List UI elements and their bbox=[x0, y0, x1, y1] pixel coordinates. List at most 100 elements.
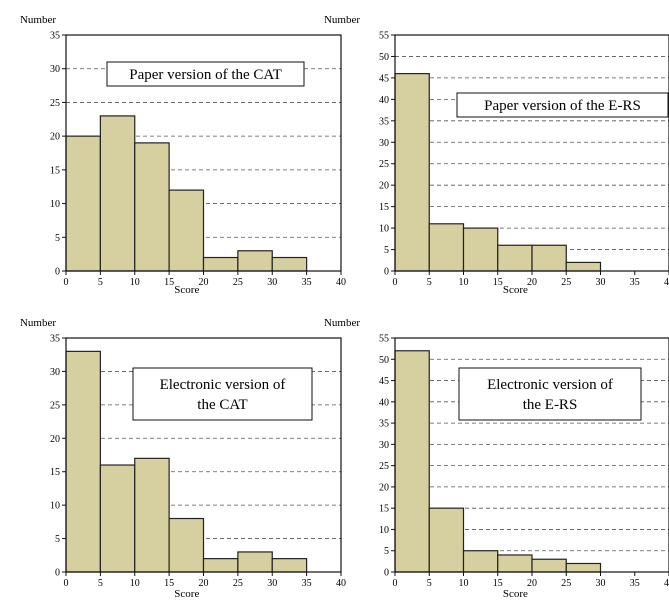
histogram-bar bbox=[565, 261, 602, 272]
y-tick-label: 5 bbox=[55, 534, 60, 545]
y-axis-title: Number bbox=[20, 317, 56, 329]
x-tick-label: 40 bbox=[336, 578, 346, 589]
histogram-bar bbox=[134, 142, 170, 272]
histogram-bar bbox=[531, 244, 567, 272]
x-tick-label: 35 bbox=[630, 277, 640, 288]
histogram-bar bbox=[394, 73, 430, 272]
histogram-bar bbox=[202, 558, 239, 573]
y-tick-label: 0 bbox=[384, 267, 389, 278]
annotation-text: Paper version of the CAT bbox=[129, 67, 281, 83]
y-tick-label: 15 bbox=[50, 165, 60, 176]
x-tick-label: 0 bbox=[64, 277, 69, 288]
y-tick-label: 20 bbox=[50, 132, 60, 143]
y-tick-label: 55 bbox=[379, 334, 389, 345]
histogram-bar bbox=[237, 551, 273, 573]
x-tick-label: 20 bbox=[199, 578, 209, 589]
x-tick-label: 15 bbox=[164, 277, 174, 288]
annotation-text: Electronic version of bbox=[160, 377, 286, 393]
y-tick-label: 35 bbox=[379, 419, 389, 430]
x-tick-label: 40 bbox=[664, 277, 669, 288]
annotation-box bbox=[456, 92, 669, 118]
histogram-bar bbox=[99, 115, 136, 272]
y-tick-label: 30 bbox=[379, 138, 389, 149]
annotation-box bbox=[458, 367, 642, 421]
y-tick-label: 10 bbox=[50, 199, 60, 210]
y-tick-label: 15 bbox=[379, 504, 389, 515]
x-tick-label: 30 bbox=[596, 578, 606, 589]
histogram-bar bbox=[99, 464, 136, 573]
x-tick-label: 25 bbox=[561, 277, 571, 288]
x-tick-label: 10 bbox=[459, 578, 469, 589]
annotation-box bbox=[132, 367, 313, 421]
histogram-bar bbox=[428, 507, 465, 573]
y-tick-label: 40 bbox=[379, 397, 389, 408]
x-tick-label: 10 bbox=[459, 277, 469, 288]
y-axis-title: Number bbox=[324, 317, 360, 329]
annotation-text: the E-RS bbox=[523, 397, 578, 413]
y-tick-label: 30 bbox=[379, 440, 389, 451]
x-tick-label: 10 bbox=[130, 578, 140, 589]
x-tick-label: 15 bbox=[164, 578, 174, 589]
histogram-bar bbox=[237, 250, 273, 272]
histogram-bar bbox=[271, 558, 308, 573]
y-tick-label: 15 bbox=[50, 467, 60, 478]
y-tick-label: 0 bbox=[55, 568, 60, 579]
x-tick-label: 40 bbox=[664, 578, 669, 589]
histogram-bar bbox=[65, 135, 101, 272]
x-tick-label: 10 bbox=[130, 277, 140, 288]
x-axis-title: Score bbox=[174, 588, 199, 600]
y-tick-label: 35 bbox=[50, 31, 60, 42]
x-tick-label: 5 bbox=[98, 277, 103, 288]
x-tick-label: 30 bbox=[596, 277, 606, 288]
histogram-bar bbox=[565, 562, 602, 573]
y-axis-title: Number bbox=[324, 14, 360, 26]
x-tick-label: 35 bbox=[302, 578, 312, 589]
histogram-bar bbox=[497, 244, 533, 272]
x-axis-title: Score bbox=[503, 284, 528, 296]
x-tick-label: 40 bbox=[336, 277, 346, 288]
y-tick-label: 30 bbox=[50, 64, 60, 75]
x-tick-label: 0 bbox=[393, 578, 398, 589]
x-tick-label: 0 bbox=[64, 578, 69, 589]
y-tick-label: 45 bbox=[379, 73, 389, 84]
y-tick-label: 5 bbox=[55, 233, 60, 244]
x-tick-label: 35 bbox=[302, 277, 312, 288]
annotation-text: Electronic version of bbox=[487, 377, 613, 393]
y-tick-label: 10 bbox=[50, 501, 60, 512]
annotation-text: the CAT bbox=[197, 397, 247, 413]
histogram-bar bbox=[394, 350, 430, 573]
histogram-bar bbox=[202, 256, 239, 272]
y-tick-label: 0 bbox=[384, 568, 389, 579]
histogram-bar bbox=[462, 227, 499, 272]
y-tick-label: 25 bbox=[50, 98, 60, 109]
y-tick-label: 25 bbox=[379, 159, 389, 170]
y-tick-label: 15 bbox=[379, 202, 389, 213]
x-axis-title: Score bbox=[503, 588, 528, 600]
x-tick-label: 20 bbox=[527, 578, 537, 589]
histogram-bar bbox=[428, 223, 465, 272]
y-tick-label: 50 bbox=[379, 52, 389, 63]
y-tick-label: 10 bbox=[379, 525, 389, 536]
y-tick-label: 5 bbox=[384, 546, 389, 557]
histogram-bar bbox=[497, 554, 533, 573]
y-tick-label: 55 bbox=[379, 31, 389, 42]
y-tick-label: 20 bbox=[50, 434, 60, 445]
x-tick-label: 25 bbox=[561, 578, 571, 589]
x-tick-label: 25 bbox=[233, 277, 243, 288]
y-tick-label: 40 bbox=[379, 95, 389, 106]
x-tick-label: 15 bbox=[493, 578, 503, 589]
y-tick-label: 35 bbox=[379, 116, 389, 127]
y-tick-label: 5 bbox=[384, 245, 389, 256]
x-tick-label: 30 bbox=[267, 578, 277, 589]
histogram-bar bbox=[168, 189, 205, 272]
histogram-bar bbox=[462, 550, 499, 573]
y-tick-label: 20 bbox=[379, 482, 389, 493]
x-tick-label: 15 bbox=[493, 277, 503, 288]
y-tick-label: 35 bbox=[50, 334, 60, 345]
histogram-bar bbox=[65, 350, 101, 573]
y-tick-label: 25 bbox=[50, 400, 60, 411]
y-tick-label: 0 bbox=[55, 267, 60, 278]
histogram-bar bbox=[134, 457, 170, 573]
